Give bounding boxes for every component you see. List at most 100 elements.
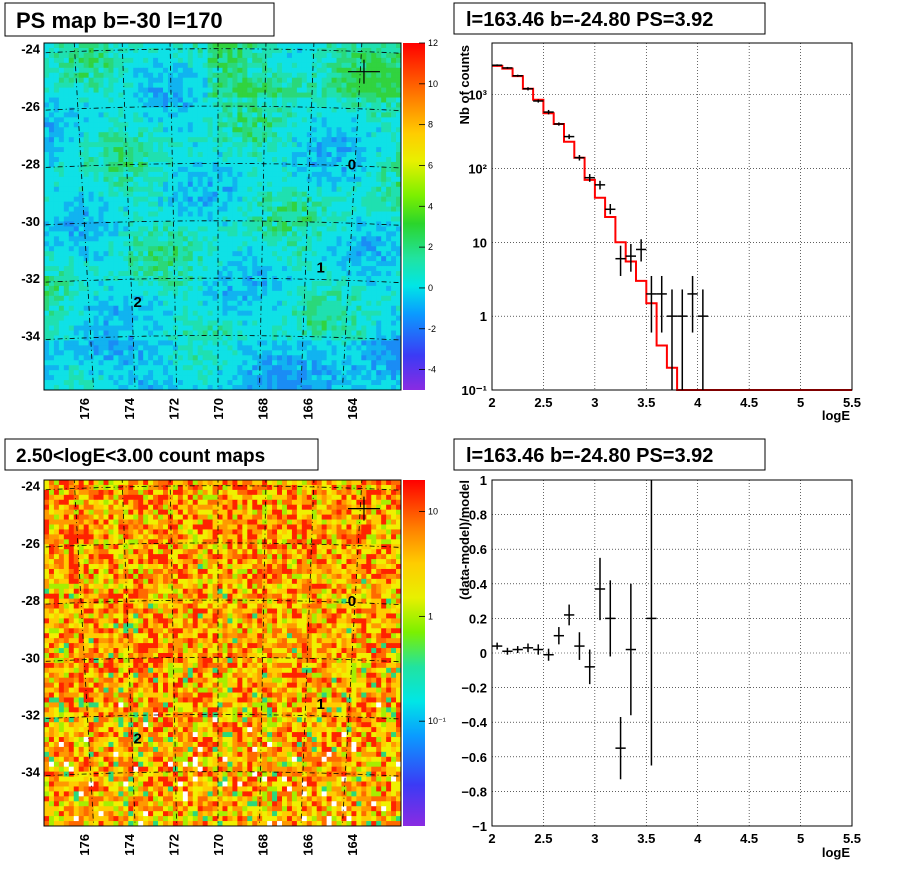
ps-map-cell	[336, 325, 342, 331]
ps-map-cell	[321, 241, 328, 247]
ps-map-cell	[108, 57, 114, 64]
ps-map-cell	[316, 47, 323, 54]
ps-map-cell	[242, 191, 248, 198]
ps-map-cell	[202, 375, 209, 381]
ps-map-cell	[44, 191, 50, 198]
ps-map-cell	[351, 112, 357, 118]
ps-map-cell	[242, 107, 248, 113]
ps-map-cell	[227, 186, 233, 193]
ps-map-cell	[153, 340, 159, 346]
ps-map-cell	[63, 246, 70, 252]
ps-map-cell	[83, 43, 90, 49]
ps-map-cell	[237, 305, 243, 312]
ps-map-cell	[158, 47, 164, 54]
ps-map-cell	[381, 246, 387, 252]
ps-map-cell	[291, 142, 298, 148]
ps-map-cell	[386, 57, 392, 64]
ps-map-cell	[148, 176, 154, 183]
ps-map-cell	[182, 216, 189, 222]
ps-map-cell	[138, 122, 144, 128]
ps-map-cell	[381, 365, 387, 371]
ps-map-cell	[247, 355, 253, 361]
ps-map-cell	[182, 206, 189, 212]
ps-map-cell	[128, 216, 134, 222]
ps-map-cell	[118, 152, 124, 158]
ps-map-cell	[311, 280, 318, 287]
ps-map-cell	[272, 236, 278, 242]
ps-map-cell	[167, 370, 174, 376]
ps-map-cell	[103, 127, 109, 133]
ps-map-cell	[182, 271, 189, 277]
ps-map-cell	[277, 102, 283, 108]
ps-map-cell	[113, 345, 119, 351]
ps-map-cell	[172, 206, 179, 212]
ps-map-cell	[53, 285, 60, 292]
ps-map-cell	[386, 122, 392, 128]
ps-map-cell	[282, 52, 288, 59]
ps-map-cell	[252, 43, 258, 49]
ps-map-cell	[361, 375, 367, 381]
ps-map-cell	[277, 241, 283, 247]
ps-map-cell	[88, 285, 94, 292]
ps-map-cell	[158, 137, 164, 143]
ps-map-cell	[148, 206, 154, 212]
ps-map-cell	[257, 211, 263, 217]
ps-map-cell	[346, 147, 352, 153]
ps-map-cell	[396, 181, 401, 188]
ps-map-cell	[316, 221, 323, 227]
ps-map-cell	[202, 275, 209, 282]
ps-map-cell	[108, 370, 114, 376]
ps-map-cell	[138, 231, 144, 237]
ps-map-cell	[316, 127, 323, 133]
ps-map-cell	[247, 335, 253, 341]
ps-map-cell	[291, 300, 298, 307]
ps-map-cell	[133, 221, 139, 227]
ps-map-cell	[48, 157, 55, 163]
ps-map-cell	[331, 295, 337, 302]
ps-map-cell	[247, 295, 253, 302]
ps-map-cell	[197, 231, 204, 237]
ps-map-cell	[123, 315, 129, 321]
ps-map-cell	[83, 385, 90, 390]
ps-map-cell	[361, 221, 367, 227]
ps-map-cell	[63, 380, 70, 386]
ps-map-cell	[306, 52, 313, 59]
ps-map-cell	[212, 295, 218, 302]
ps-map-cell	[153, 181, 159, 188]
ps-map-cell	[63, 87, 70, 93]
ps-map-cell	[98, 290, 104, 297]
ps-map-cell	[93, 161, 99, 168]
ps-map-cell	[93, 43, 99, 49]
ps-map-cell	[44, 266, 50, 272]
ps-map-cell	[341, 117, 347, 123]
ps-map-cell	[336, 82, 342, 89]
ps-map-cell	[222, 266, 228, 272]
ps-map-cell	[108, 157, 114, 163]
ps-map-cell	[391, 206, 397, 212]
ps-map-cell	[44, 365, 50, 371]
ps-map-cell	[232, 216, 238, 222]
ps-map-cell	[53, 117, 60, 123]
ps-map-cell	[167, 171, 174, 178]
ps-map-cell	[83, 191, 90, 198]
ps-map-cell	[306, 142, 313, 148]
ps-map-cell	[167, 82, 174, 89]
ps-map-cell	[227, 152, 233, 158]
ps-map-cell	[143, 320, 149, 326]
ps-map-cell	[272, 280, 278, 287]
ps-map-cell	[133, 152, 139, 158]
ps-map-cell	[331, 221, 337, 227]
ps-map-cell	[222, 196, 228, 203]
ps-map-cell	[88, 360, 94, 366]
ps-map-cell	[197, 72, 204, 79]
ps-map-cell	[158, 221, 164, 227]
ps-map-cell	[128, 335, 134, 341]
ps-map-cell	[306, 350, 313, 356]
ps-map-cell	[128, 290, 134, 297]
ps-map-cell	[291, 345, 298, 351]
ps-map-cell	[361, 132, 367, 138]
ps-map-cell	[346, 43, 352, 49]
ps-map-cell	[182, 251, 189, 257]
ps-map-cell	[88, 87, 94, 93]
ps-map-cell	[232, 57, 238, 64]
